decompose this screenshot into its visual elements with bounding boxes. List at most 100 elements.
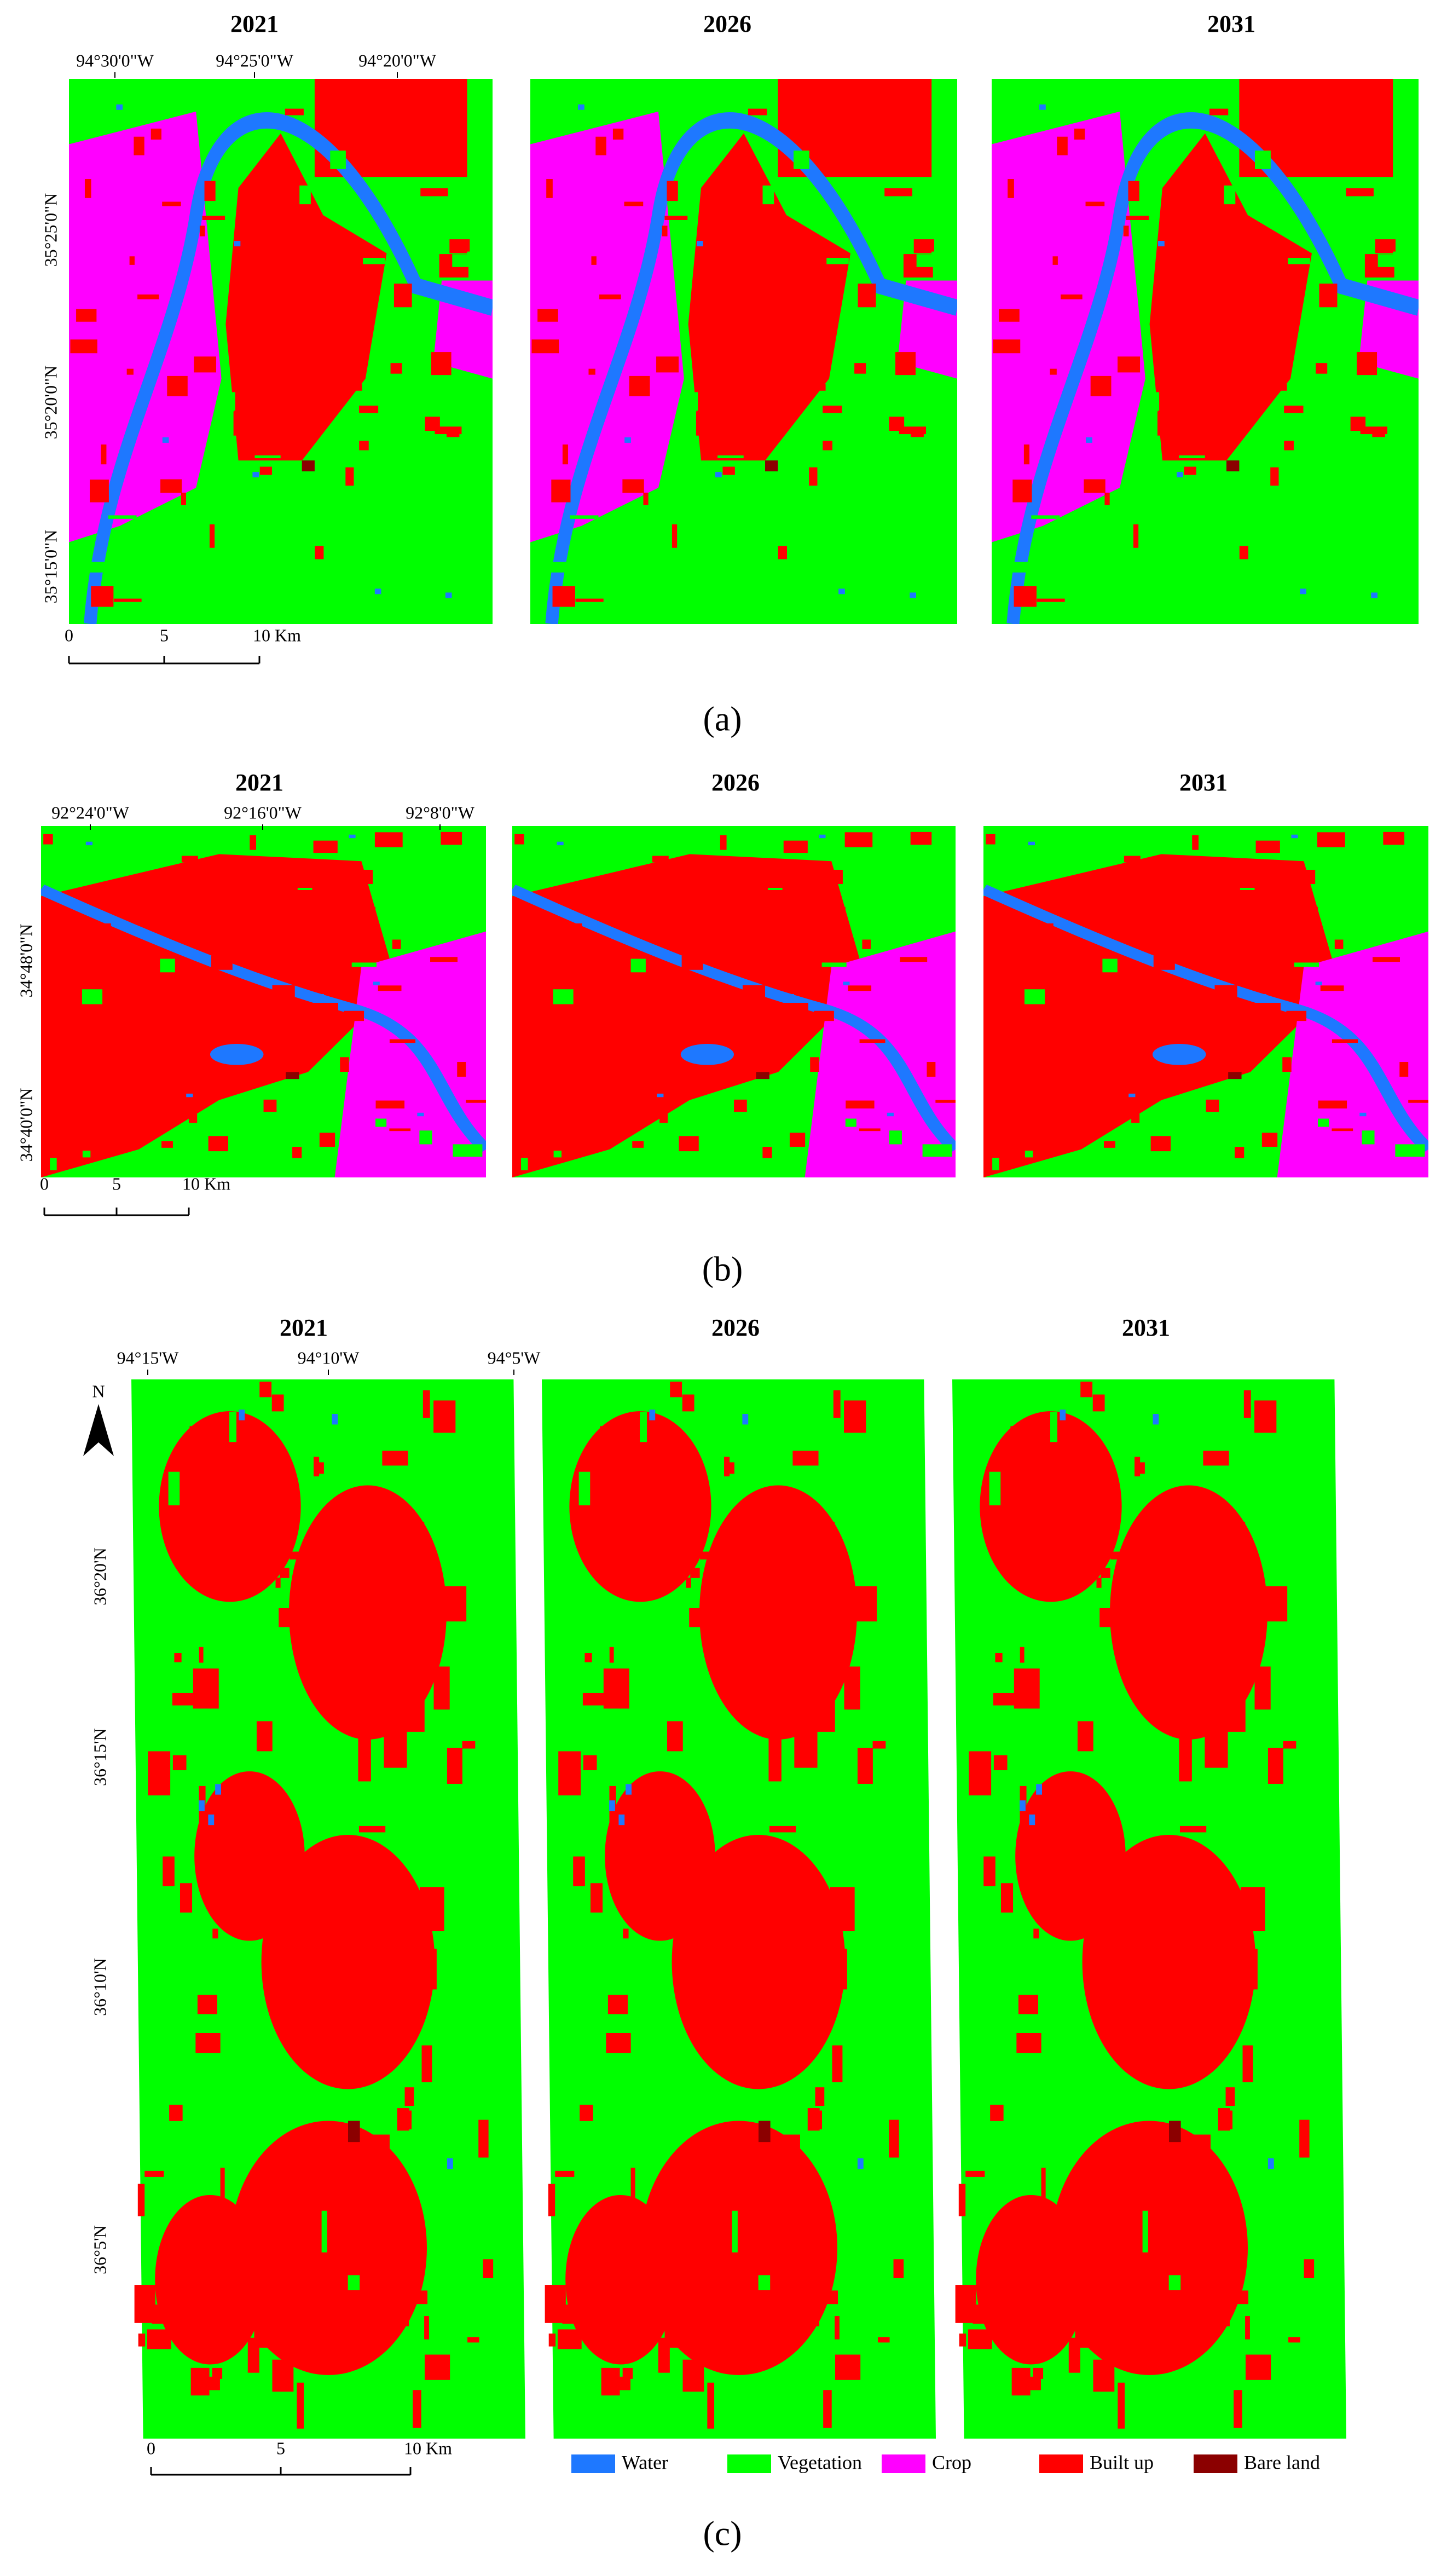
land-patch	[1002, 917, 1025, 922]
land-patch	[439, 1586, 467, 1622]
land-patch	[204, 181, 216, 201]
land-patch	[375, 1118, 387, 1127]
land-patch	[1031, 515, 1060, 519]
land-patch	[844, 832, 873, 847]
land-patch	[1068, 1120, 1085, 1132]
land-patch	[1226, 2110, 1233, 2130]
land-patch	[483, 2259, 494, 2278]
land-patch	[612, 128, 624, 140]
land-patch	[196, 2376, 220, 2390]
land-patch	[650, 1090, 672, 1093]
land-patch	[1362, 1130, 1375, 1145]
water-patch	[1291, 834, 1298, 839]
land-patch	[1134, 1001, 1157, 1006]
land-patch	[1179, 1523, 1197, 1537]
land-patch	[259, 466, 272, 475]
land-patch	[1200, 2261, 1212, 2292]
land-patch	[1173, 1628, 1201, 1668]
land-patch	[457, 1062, 466, 1077]
land-patch	[196, 1678, 215, 1706]
land-patch	[202, 216, 225, 220]
land-patch	[1319, 284, 1338, 308]
land-patch	[1074, 128, 1085, 140]
water-patch	[239, 1410, 245, 1420]
land-patch	[833, 1390, 841, 1418]
land-patch	[413, 2390, 421, 2428]
land-patch	[1242, 2045, 1253, 2083]
land-patch	[783, 840, 808, 853]
land-patch	[1235, 1147, 1245, 1158]
land-patch	[431, 352, 452, 376]
land-patch	[1214, 985, 1237, 1001]
land-patch	[879, 890, 891, 899]
land-patch	[358, 1735, 371, 1782]
land-patch	[602, 897, 620, 904]
land-patch	[1102, 958, 1118, 973]
land-patch	[1304, 2259, 1315, 2278]
land-patch	[121, 1070, 141, 1078]
land-patch	[1050, 1411, 1057, 1442]
land-patch	[578, 1471, 591, 1506]
land-patch	[174, 1653, 182, 1662]
land-patch	[1350, 417, 1366, 431]
latitude-label: 35°15'0"N	[40, 530, 60, 604]
built-up-area	[1015, 1771, 1126, 1941]
bare-land-patch	[302, 460, 315, 472]
land-patch	[1168, 2275, 1181, 2290]
land-patch	[989, 1471, 1001, 1506]
land-patch	[778, 1002, 808, 1016]
land-patch	[375, 1100, 405, 1109]
land-patch	[1061, 1458, 1077, 1474]
land-patch	[43, 834, 53, 845]
land-patch	[379, 2261, 391, 2292]
year-title: 2031	[1207, 10, 1255, 37]
land-patch	[1204, 359, 1211, 373]
scale-label: 10 Km	[253, 625, 301, 645]
land-patch	[1284, 441, 1294, 450]
longitude-label: 94°20'0"W	[358, 50, 437, 70]
land-patch	[1060, 842, 1067, 846]
land-patch	[651, 1041, 659, 1052]
land-patch	[236, 292, 262, 302]
land-patch	[1351, 940, 1369, 943]
land-patch	[707, 2382, 715, 2429]
land-patch	[207, 984, 233, 989]
land-patch	[393, 284, 412, 308]
land-patch	[323, 288, 333, 292]
land-patch	[590, 1883, 603, 1913]
land-patch	[743, 359, 750, 373]
land-patch	[792, 1451, 819, 1466]
land-patch	[1261, 1133, 1278, 1147]
land-patch	[689, 1608, 708, 1627]
land-patch	[780, 1669, 801, 1712]
land-patch	[1294, 962, 1319, 967]
built-up-area	[640, 2121, 837, 2375]
land-patch	[364, 2134, 390, 2151]
land-patch	[734, 1099, 747, 1112]
water-patch	[742, 1414, 749, 1425]
land-patch	[629, 376, 650, 396]
land-patch	[1118, 356, 1141, 373]
land-patch	[986, 834, 995, 845]
land-patch	[151, 128, 161, 140]
land-patch	[700, 409, 709, 424]
land-patch	[1206, 251, 1233, 262]
water-patch	[252, 472, 259, 478]
land-patch	[584, 1653, 592, 1662]
land-patch	[1090, 1800, 1103, 1822]
land-patch	[724, 1457, 730, 1477]
land-patch	[1288, 2337, 1300, 2343]
land-patch	[169, 2105, 183, 2121]
land-patch	[769, 287, 782, 309]
land-patch	[1128, 1639, 1135, 1653]
land-patch	[656, 356, 679, 373]
land-patch	[973, 2304, 994, 2324]
land-patch	[251, 924, 257, 937]
land-patch	[910, 831, 932, 845]
water-patch	[887, 1112, 894, 1117]
land-patch	[651, 1458, 667, 1474]
land-patch	[359, 441, 369, 450]
crop-area	[69, 111, 222, 542]
land-patch	[152, 2304, 173, 2324]
